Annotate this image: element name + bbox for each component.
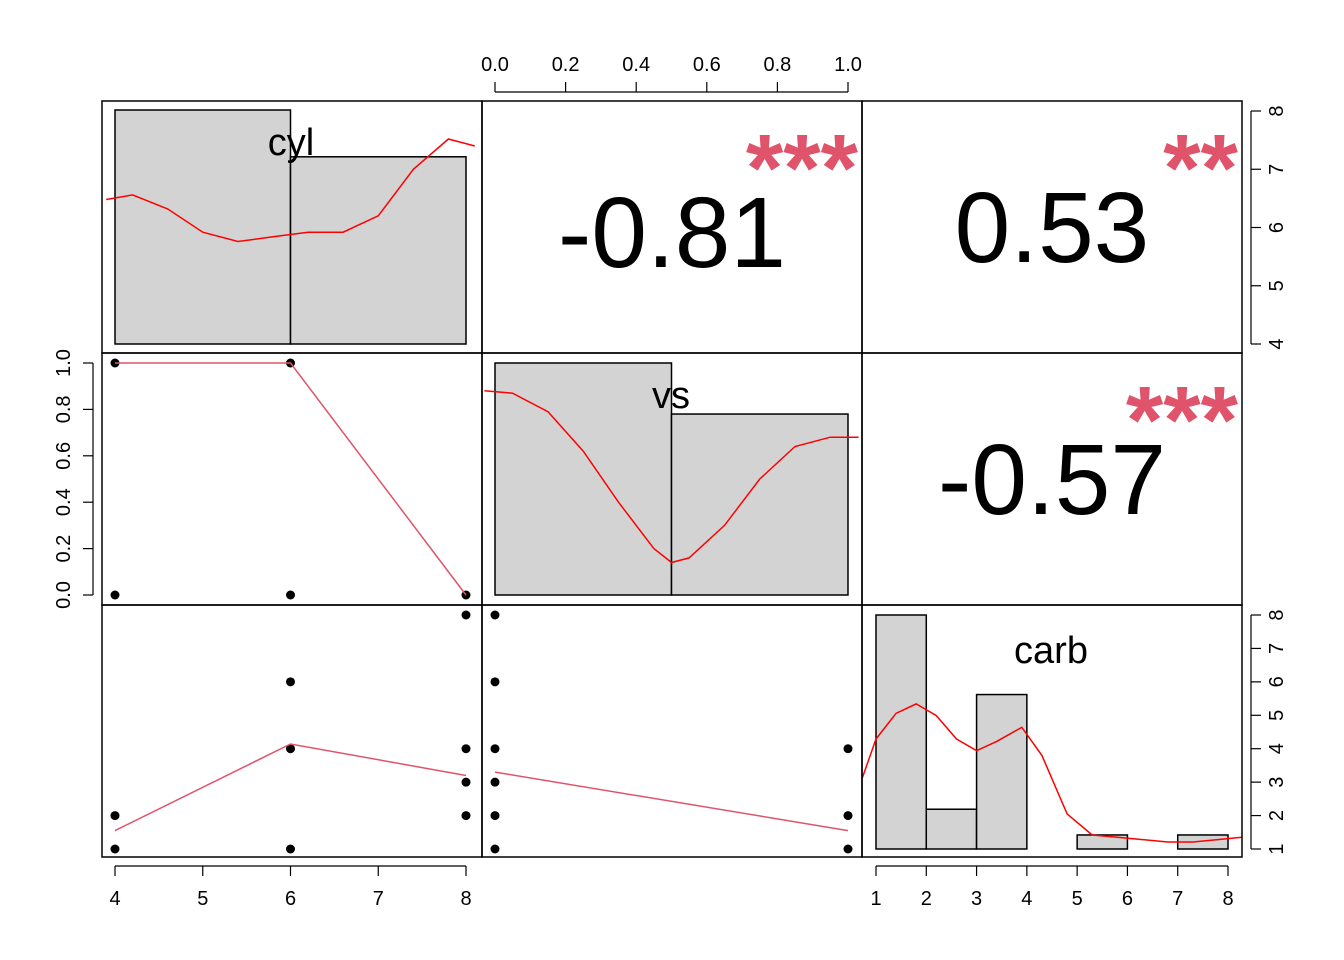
x-tick-label-cyl: 7 [373, 888, 384, 910]
histogram-bar-cyl [114, 109, 292, 345]
scatter-carb-vs-point [490, 811, 500, 821]
scatter-carb-vs-smooth-line [494, 771, 849, 832]
density-line-vs [484, 390, 859, 564]
scatter-carb-cyl-point [461, 610, 471, 620]
scatter-vs-cyl-smooth-line [115, 362, 467, 596]
scatter-vs-cyl-point [286, 590, 295, 600]
panel-title-cyl: cyl [268, 122, 314, 164]
x-tick-label-carb: 1 [870, 888, 881, 910]
x-tick-label-carb: 4 [1021, 888, 1032, 910]
panel-title-carb: carb [1014, 630, 1088, 672]
right-tick-label-carb: 3 [1266, 777, 1288, 788]
top-tick-label-vs: 0.0 [481, 54, 509, 76]
right-tick-label-cyl: 8 [1266, 105, 1288, 116]
top-tick-label-vs: 0.8 [763, 54, 791, 76]
panel-border [861, 604, 1243, 858]
scatter-carb-cyl-point [286, 677, 295, 687]
panel-border [481, 604, 863, 858]
x-tick-label-carb: 2 [921, 888, 932, 910]
panel-border [101, 352, 483, 606]
correlation-value: -0.81 [558, 177, 786, 289]
x-tick-label-carb: 8 [1222, 888, 1233, 910]
correlation-value: 0.53 [955, 172, 1150, 284]
top-tick-label-vs: 0.6 [693, 54, 721, 76]
scatter-carb-cyl-point [110, 844, 120, 854]
y-tick-label-vs: 0.6 [53, 442, 75, 470]
histogram-bar-carb [875, 614, 928, 850]
y-tick-label-vs: 0.0 [53, 581, 75, 609]
top-tick-label-vs: 0.4 [622, 54, 650, 76]
significance-stars: *** [1126, 367, 1239, 474]
scatter-carb-vs-point [843, 844, 853, 854]
x-tick-label-cyl: 5 [197, 888, 208, 910]
right-tick-label-cyl: 5 [1266, 280, 1288, 291]
x-tick-label-cyl: 8 [460, 888, 471, 910]
y-tick-label-vs: 0.4 [53, 488, 75, 516]
scatter-carb-cyl-point [286, 844, 295, 854]
histogram-bar-carb [925, 808, 978, 850]
histogram-bar-carb [975, 693, 1028, 850]
scatter-carb-vs-point [490, 744, 500, 754]
right-tick-label-carb: 4 [1266, 743, 1288, 754]
right-tick-label-carb: 2 [1266, 810, 1288, 821]
top-tick-label-vs: 1.0 [834, 54, 862, 76]
correlation-value: -0.57 [938, 424, 1166, 536]
scatter-carb-vs-point [843, 811, 853, 821]
scatter-carb-cyl-smooth-line [114, 743, 467, 832]
scatter-carb-cyl-point [110, 811, 120, 821]
panel-title-vs: vs [652, 375, 690, 417]
histogram-bar-vs [670, 413, 849, 596]
scatter-carb-vs-point [490, 677, 500, 687]
right-tick-label-carb: 8 [1266, 609, 1288, 620]
density-line-carb [861, 703, 1243, 843]
histogram-bar-carb [1076, 834, 1129, 850]
density-line-cyl [106, 138, 475, 243]
x-tick-label-carb: 5 [1072, 888, 1083, 910]
significance-stars: ** [1163, 115, 1238, 222]
y-tick-label-vs: 0.2 [53, 535, 75, 563]
y-tick-label-vs: 0.8 [53, 395, 75, 423]
scatter-carb-vs-point [490, 844, 500, 854]
right-tick-label-cyl: 6 [1266, 222, 1288, 233]
right-tick-label-carb: 6 [1266, 676, 1288, 687]
scatter-carb-vs-point [843, 744, 853, 754]
histogram-bar-vs [494, 362, 673, 596]
x-tick-label-carb: 7 [1172, 888, 1183, 910]
x-tick-label-carb: 6 [1122, 888, 1133, 910]
scatter-carb-cyl-point [461, 777, 471, 787]
scatter-vs-cyl-point [110, 590, 120, 600]
y-tick-label-vs: 1.0 [53, 349, 75, 377]
right-tick-label-cyl: 7 [1266, 164, 1288, 175]
right-tick-label-carb: 1 [1266, 843, 1288, 854]
scatter-carb-vs-point [490, 777, 500, 787]
right-tick-label-cyl: 4 [1266, 338, 1288, 349]
panel-border [101, 604, 483, 858]
x-tick-label-cyl: 6 [285, 888, 296, 910]
scatter-carb-cyl-point [461, 744, 471, 754]
scatter-carb-cyl-point [461, 811, 471, 821]
x-tick-label-cyl: 4 [109, 888, 120, 910]
right-tick-label-carb: 5 [1266, 710, 1288, 721]
right-tick-label-carb: 7 [1266, 643, 1288, 654]
scatter-carb-cyl-point [286, 744, 295, 754]
significance-stars: *** [746, 115, 859, 222]
x-tick-label-carb: 3 [971, 888, 982, 910]
top-tick-label-vs: 0.2 [552, 54, 580, 76]
histogram-bar-cyl [289, 156, 467, 345]
scatter-carb-vs-point [490, 610, 500, 620]
